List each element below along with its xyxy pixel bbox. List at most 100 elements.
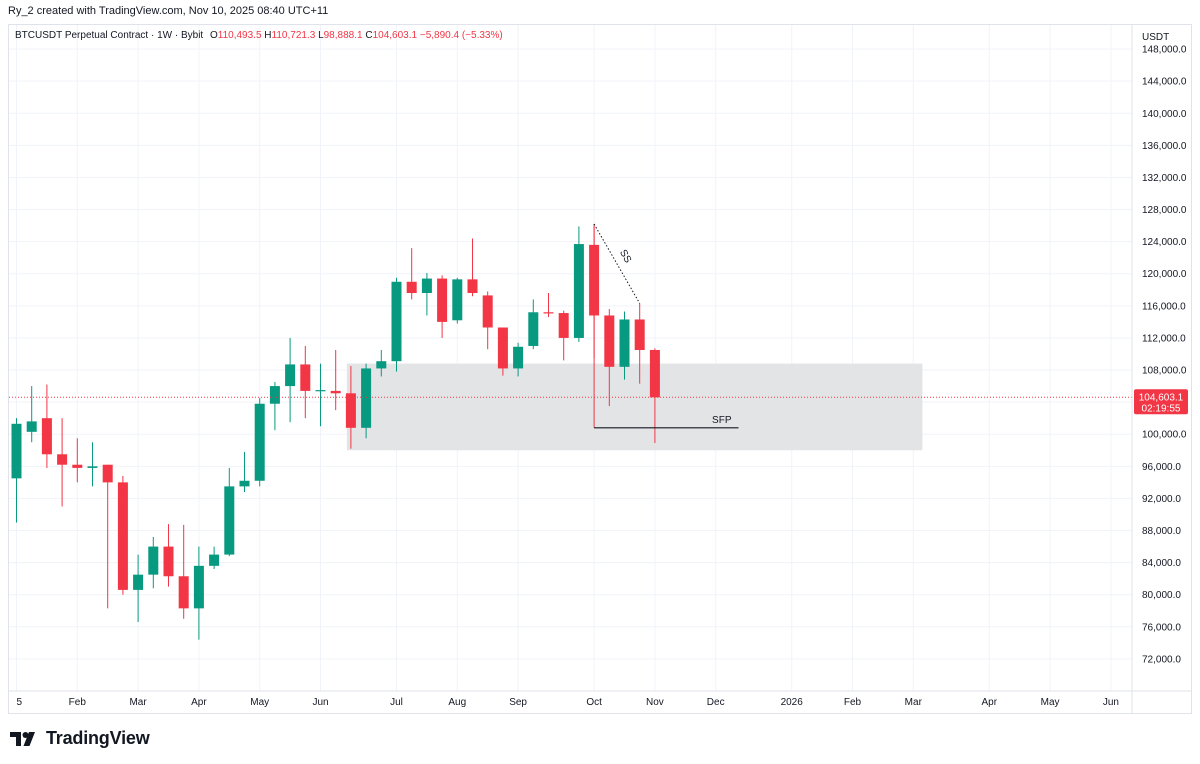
candle-body xyxy=(513,346,524,369)
candle-body xyxy=(345,393,356,428)
candle xyxy=(391,277,402,372)
x-tick-label: Feb xyxy=(844,697,862,708)
candle xyxy=(573,226,584,342)
candle-body xyxy=(193,565,204,609)
candle-body xyxy=(315,390,326,392)
x-tick-label: Jun xyxy=(312,697,328,708)
candle-body xyxy=(391,281,402,362)
candle xyxy=(285,337,296,423)
candle xyxy=(11,418,22,523)
candle-body xyxy=(285,364,296,387)
currency-label: USDT xyxy=(1142,32,1169,43)
candle-body xyxy=(239,480,250,487)
x-tick-label: Feb xyxy=(69,697,87,708)
candle-body xyxy=(619,319,630,367)
y-tick-label: 84,000.0 xyxy=(1142,558,1181,569)
x-tick-label: Dec xyxy=(707,697,725,708)
ss-dotted-line xyxy=(593,223,641,304)
candle xyxy=(72,438,83,483)
chart-frame[interactable]: SFP SS USDT 148,000.0 144,000.0 140,000.0 136… xyxy=(8,24,1192,714)
candle-body xyxy=(26,421,37,432)
x-tick-label: Oct xyxy=(586,697,602,708)
candle-body xyxy=(406,281,417,294)
candle-body xyxy=(573,244,584,338)
legend-symbol: BTCUSDT Perpetual Contract · 1W · Bybit xyxy=(15,30,204,41)
candle-body xyxy=(254,403,265,481)
candle xyxy=(254,398,265,487)
candle xyxy=(482,291,493,350)
y-tick-label: 136,000.0 xyxy=(1142,141,1187,152)
candle-body xyxy=(117,482,128,590)
x-tick-label: 5 xyxy=(17,697,23,708)
y-tick-label: 140,000.0 xyxy=(1142,109,1187,120)
ss-label: SS xyxy=(617,248,633,265)
x-tick-label: Apr xyxy=(191,697,207,708)
candle-body xyxy=(178,576,189,609)
candle xyxy=(513,342,524,377)
legend-high: 110,721.3 xyxy=(271,30,316,41)
y-tick-label: 132,000.0 xyxy=(1142,173,1187,184)
candle-body xyxy=(209,554,220,566)
candle-body xyxy=(133,574,144,590)
last-price-badge xyxy=(1134,389,1188,415)
candle-body xyxy=(482,295,493,328)
y-tick-label: 148,000.0 xyxy=(1142,45,1187,56)
candle xyxy=(102,464,113,609)
candle-body xyxy=(437,278,448,322)
candle-body xyxy=(163,546,174,577)
y-tick-label: 112,000.0 xyxy=(1142,333,1186,344)
candle xyxy=(315,363,326,427)
y-tick-label: 144,000.0 xyxy=(1142,77,1187,88)
candle xyxy=(57,418,68,507)
candle-body xyxy=(604,315,615,367)
candle xyxy=(634,303,645,384)
tradingview-logo[interactable]: TradingView xyxy=(10,728,150,749)
candle-body xyxy=(269,386,280,404)
candle-countdown: 02:19:55 xyxy=(1142,403,1181,414)
last-price-value: 104,603.1 xyxy=(1139,392,1184,403)
candle xyxy=(528,299,539,350)
x-tick-label: Mar xyxy=(129,697,147,708)
candle xyxy=(87,442,98,487)
candle-body xyxy=(634,319,645,350)
legend-open: 110,493.5 xyxy=(217,30,262,41)
candle xyxy=(619,311,630,380)
y-tick-label: 120,000.0 xyxy=(1142,269,1187,280)
candle xyxy=(133,554,144,622)
candle xyxy=(467,238,478,297)
candle-body xyxy=(452,279,463,321)
y-tick-label: 76,000.0 xyxy=(1142,622,1181,633)
candle xyxy=(421,272,432,316)
x-tick-label: Aug xyxy=(448,697,466,708)
candle xyxy=(604,309,615,407)
candle-body xyxy=(376,361,387,369)
candle-body xyxy=(102,464,113,483)
candle-body xyxy=(11,423,22,479)
candle-body xyxy=(148,546,159,575)
candlestick-chart[interactable]: SFP SS USDT 148,000.0 144,000.0 140,000.0 136… xyxy=(9,25,1191,713)
y-tick-label: 100,000.0 xyxy=(1142,430,1187,441)
candle xyxy=(437,275,448,338)
candle-body xyxy=(361,368,372,428)
candle-body xyxy=(497,327,508,369)
y-tick-label: 108,000.0 xyxy=(1142,366,1187,377)
candle-body xyxy=(543,312,554,314)
demand-zone xyxy=(346,363,923,451)
x-tick-label: May xyxy=(1041,697,1060,708)
x-tick-label: Sep xyxy=(509,697,527,708)
candle xyxy=(330,349,341,411)
candle xyxy=(41,384,52,468)
y-tick-label: 92,000.0 xyxy=(1142,494,1181,505)
candle xyxy=(163,524,174,587)
candle xyxy=(558,310,569,361)
candle-body xyxy=(421,278,432,294)
y-tick-label: 72,000.0 xyxy=(1142,654,1181,665)
candle-body xyxy=(41,418,52,455)
x-tick-label: Mar xyxy=(905,697,923,708)
candle xyxy=(497,327,508,376)
created-by-text: Ry_2 created with TradingView.com, Nov 1… xyxy=(8,5,329,17)
y-tick-label: 116,000.0 xyxy=(1142,301,1186,312)
candle xyxy=(224,467,235,557)
y-tick-label: 80,000.0 xyxy=(1142,590,1181,601)
legend-low-label: L xyxy=(318,30,324,41)
